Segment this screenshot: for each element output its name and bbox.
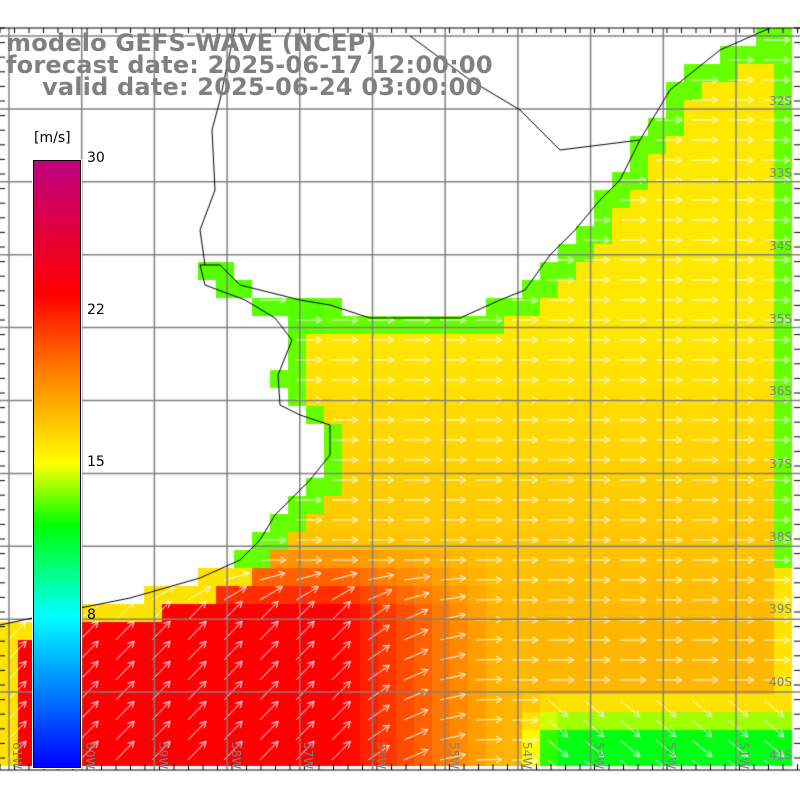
latitude-label: 40S [769,675,792,689]
longitude-label: 53W [592,742,606,770]
longitude-label: 52W [664,742,678,770]
latitude-label: 39S [769,602,792,616]
longitude-label: 60W [83,742,97,770]
latitude-label: 33S [769,166,792,180]
colorbar-label-15: 15 [87,454,105,470]
latitude-label: 34S [769,239,792,253]
longitude-label: 55W [447,742,461,770]
longitude-label: 57W [301,742,315,770]
latitude-label: 36S [769,384,792,398]
latitude-label: 35S [769,312,792,326]
title-forecast-date: forecast date: 2025-06-17 12:00:00 [6,51,493,79]
longitude-label: 61W [10,742,24,770]
colorbar-label-22: 22 [87,302,105,318]
colorbar-label-8: 8 [87,607,96,623]
colorbar [33,160,81,768]
latitude-label: 32S [769,94,792,108]
latitude-label: 38S [769,530,792,544]
longitude-label: 56W [374,742,388,770]
colorbar-unit: [m/s] [34,130,71,146]
longitude-label: 59W [156,742,170,770]
longitude-label: 54W [520,742,534,770]
longitude-label: 58W [229,742,243,770]
latitude-label: 37S [769,457,792,471]
title-model: modelo GEFS-WAVE (NCEP) [6,29,377,57]
latitude-label: 41S [769,748,792,762]
title-valid-date: valid date: 2025-06-24 03:00:00 [42,73,483,101]
colorbar-label-30: 30 [87,150,105,166]
longitude-label: 51W [737,742,751,770]
